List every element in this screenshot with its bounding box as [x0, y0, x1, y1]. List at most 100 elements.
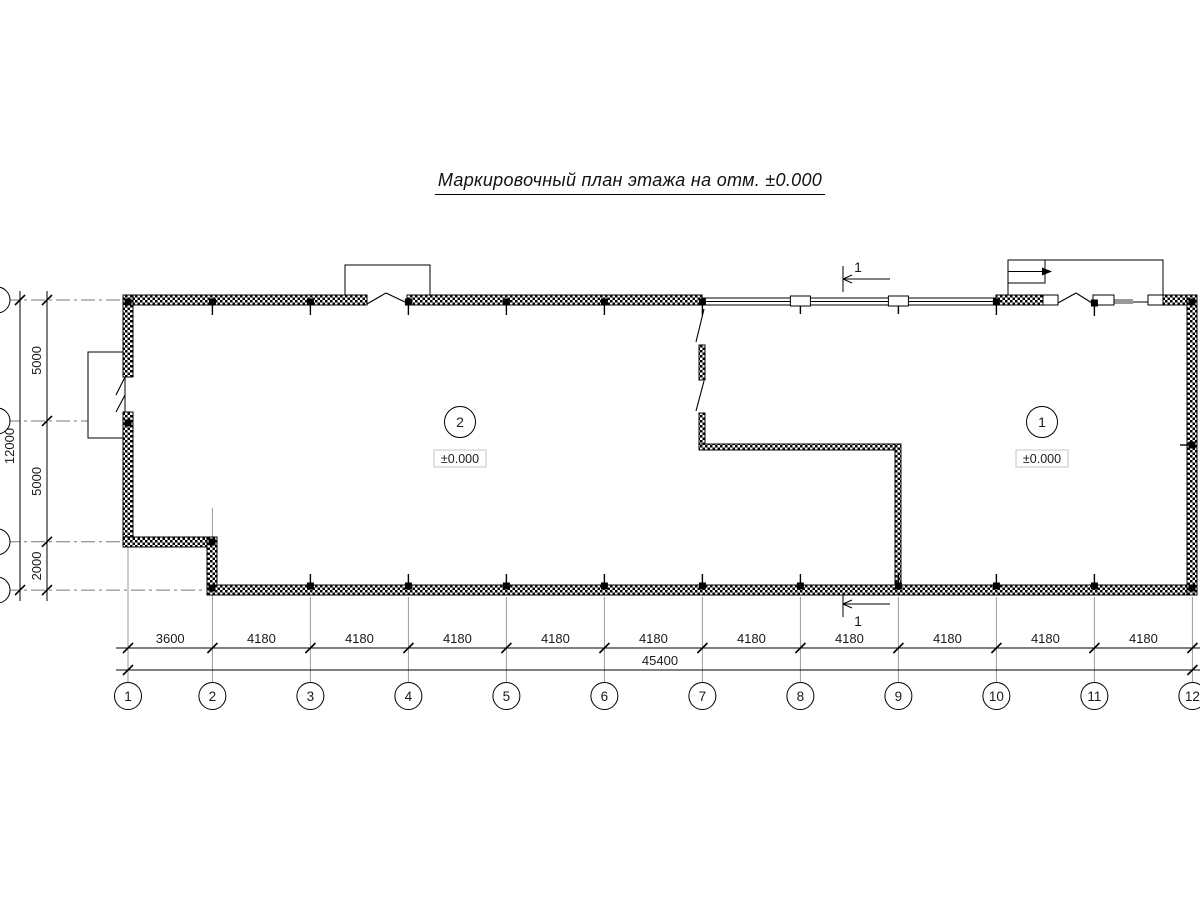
plan-line: [41, 584, 53, 596]
room-number: 2: [456, 414, 464, 430]
plan-line: [1186, 664, 1198, 676]
plan-line: [1186, 642, 1198, 654]
grid-bubble-label: 6: [601, 689, 609, 704]
grid-bubble-4: [394, 682, 423, 710]
plan-line: [115, 394, 126, 413]
plan-line: [304, 642, 316, 654]
plan-line: [990, 642, 1002, 654]
grid-bubble-label: 4: [405, 689, 413, 704]
plan-line: [1088, 642, 1100, 654]
plan-line: [842, 274, 853, 280]
column-marker: [600, 298, 608, 306]
column-marker: [1090, 582, 1098, 590]
column-marker: [502, 582, 510, 590]
grid-bubble-9: [884, 682, 913, 710]
column-marker: [894, 582, 902, 590]
plan-line: [842, 278, 853, 284]
grid-bubble-label: 2: [209, 689, 217, 704]
grid-bubble-1: [114, 682, 142, 710]
partition-wall: [894, 443, 902, 586]
plan-line: [14, 584, 26, 596]
wall-segment: [122, 294, 368, 306]
left-porch: [87, 351, 126, 439]
partition-wall: [698, 344, 706, 381]
plan-line: [385, 292, 408, 304]
grid-bubble-label: 9: [895, 689, 903, 704]
column-marker: [306, 582, 314, 590]
plan-line: [794, 642, 806, 654]
partition-wall: [698, 412, 706, 445]
grid-bubble-label: 5: [503, 689, 511, 704]
column-marker: [1188, 441, 1196, 449]
plan-line: [206, 642, 218, 654]
pier: [1147, 294, 1164, 306]
grid-bubble-label: 3: [307, 689, 315, 704]
ramp-direction-arrow: [1042, 267, 1052, 276]
plan-line: [402, 642, 414, 654]
column-marker: [124, 419, 132, 427]
grid-bubble-label: 7: [699, 689, 707, 704]
dim-total: 12000: [2, 428, 17, 464]
drawing-title: Маркировочный план этажа на отм. ±0.000: [434, 170, 826, 195]
dim-value: 2000: [29, 551, 44, 580]
dim-total: 45400: [642, 653, 678, 668]
plan-line: [696, 642, 708, 654]
plan-line: [122, 664, 134, 676]
column-marker: [698, 298, 706, 306]
plan-line: [122, 642, 134, 654]
pier: [1042, 294, 1059, 306]
column-marker: [992, 582, 1000, 590]
column-marker: [1090, 299, 1098, 307]
row-bubble: [0, 286, 11, 314]
column-marker: [600, 582, 608, 590]
dim-value: 4180: [247, 631, 276, 646]
column-marker: [208, 584, 216, 592]
dim-value: 4180: [345, 631, 374, 646]
plan-line: [14, 294, 26, 306]
plan-line: [366, 292, 387, 305]
top-right-porch: [1007, 259, 1164, 298]
column-marker: [992, 298, 1000, 306]
wall-segment: [406, 294, 703, 306]
grey-opening: [1114, 299, 1133, 304]
glazing-pier: [887, 295, 909, 307]
wall-segment: [122, 294, 134, 378]
column-marker: [796, 582, 804, 590]
column-marker: [208, 538, 216, 546]
wall-segment: [122, 411, 134, 548]
elevation-box: [433, 449, 487, 468]
dim-value: 4180: [639, 631, 668, 646]
plan-line: [842, 599, 853, 605]
plan-line: [1057, 292, 1077, 304]
grid-bubble-label: 8: [797, 689, 805, 704]
top-left-porch: [344, 264, 431, 298]
column-marker: [502, 298, 510, 306]
row-bubble: [0, 576, 11, 604]
dim-value: 5000: [29, 346, 44, 375]
dim-value: 4180: [835, 631, 864, 646]
row-bubble: [0, 407, 11, 435]
dim-value: 4180: [737, 631, 766, 646]
wall-segment: [995, 294, 1047, 306]
column-marker: [208, 298, 216, 306]
room-elevation: ±0.000: [441, 452, 479, 466]
grid-bubble-10: [982, 682, 1011, 710]
grid-bubble-3: [296, 682, 325, 710]
dim-value: 3600: [156, 631, 185, 646]
room-elevation: ±0.000: [1023, 452, 1061, 466]
partition-wall: [698, 443, 902, 451]
plan-line: [842, 603, 853, 609]
section-mark-label: 1: [854, 259, 862, 275]
plan-line: [115, 376, 126, 396]
grid-bubble-8: [786, 682, 815, 710]
dim-value: 5000: [29, 467, 44, 496]
grid-bubble-7: [688, 682, 717, 710]
grid-bubble-11: [1080, 682, 1109, 710]
wall-segment: [122, 536, 218, 548]
grid-bubble-label: 10: [989, 689, 1004, 704]
row-bubble: [0, 528, 11, 555]
plan-line: [695, 380, 705, 412]
column-marker: [698, 582, 706, 590]
section-mark-label: 1: [854, 613, 862, 629]
